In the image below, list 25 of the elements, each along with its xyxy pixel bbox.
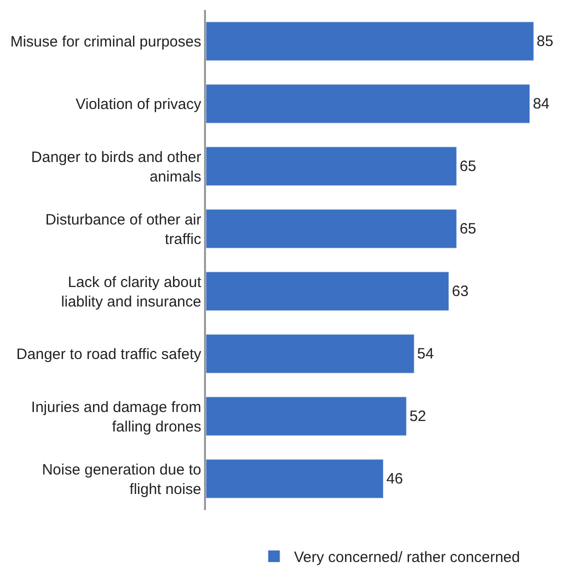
y-tick-label: Injuries and damage from falling drones xyxy=(31,398,202,436)
bar xyxy=(206,146,457,186)
y-tick-label: Lack of clarity about liablity and insurance xyxy=(61,274,202,310)
data-label: 85 xyxy=(536,32,554,50)
legend-label: Very concerned/ rather concerned xyxy=(294,549,520,566)
y-tick-label: Misuse for criminal purposes xyxy=(10,34,202,50)
bar xyxy=(206,459,384,498)
data-label: 63 xyxy=(452,282,469,300)
data-label: 84 xyxy=(532,95,550,112)
y-tick-label: Danger to birds and other animals xyxy=(31,148,202,186)
bar xyxy=(206,209,457,248)
data-label: 52 xyxy=(409,408,426,425)
data-label: 65 xyxy=(460,220,476,238)
y-tick-label: Noise generation due to flight noise xyxy=(42,461,202,498)
y-tick-label: Violation of privacy xyxy=(76,96,202,113)
y-tick-label: Danger to road traffic safety xyxy=(16,346,202,363)
data-label: 65 xyxy=(460,158,476,175)
bar xyxy=(206,396,407,436)
data-label: 46 xyxy=(386,470,404,488)
bar xyxy=(206,272,450,311)
bar xyxy=(206,334,414,374)
bar xyxy=(206,22,534,61)
y-tick-label: Disturbance of other air traffic xyxy=(45,211,202,248)
bar xyxy=(206,84,530,124)
data-label: 54 xyxy=(417,345,434,362)
